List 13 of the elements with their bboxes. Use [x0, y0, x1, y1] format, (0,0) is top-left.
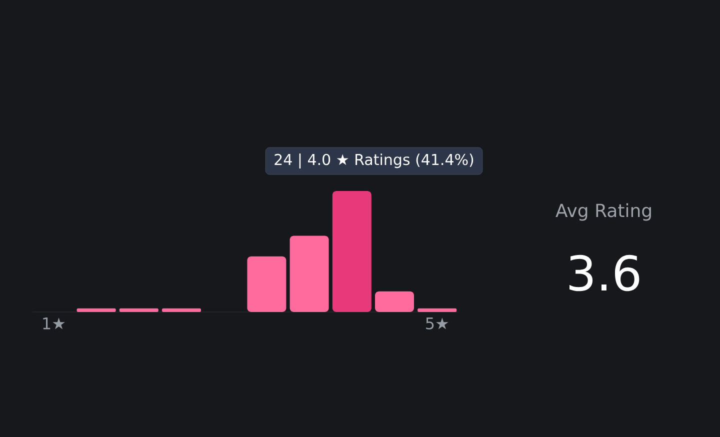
bar — [76, 308, 116, 312]
x-tick-label: 1★ — [43, 318, 65, 330]
bar — [162, 308, 201, 312]
text: 3.6 — [569, 254, 640, 292]
bar — [247, 256, 286, 312]
text: 24 | 4.0 ★ Ratings (41.4%) — [274, 153, 474, 168]
bar — [119, 308, 158, 312]
text: Avg Rating — [556, 203, 651, 221]
x-tick-label: 5★ — [426, 318, 448, 330]
bar — [418, 308, 457, 312]
bar — [332, 191, 372, 312]
bar — [375, 291, 414, 312]
bar — [290, 236, 329, 312]
